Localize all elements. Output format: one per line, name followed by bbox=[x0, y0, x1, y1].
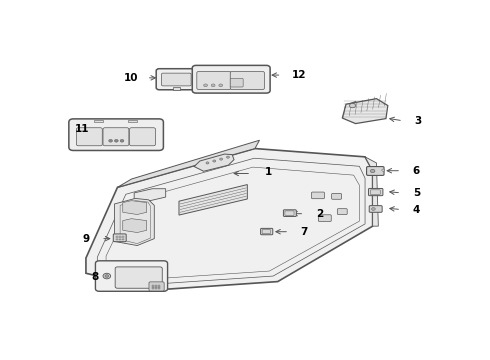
Bar bbox=[119, 237, 121, 238]
Circle shape bbox=[115, 139, 118, 142]
FancyBboxPatch shape bbox=[129, 128, 155, 146]
FancyBboxPatch shape bbox=[369, 206, 382, 212]
Circle shape bbox=[349, 103, 356, 108]
FancyBboxPatch shape bbox=[332, 193, 342, 199]
Text: 11: 11 bbox=[75, 124, 89, 134]
Bar bbox=[122, 239, 124, 240]
FancyBboxPatch shape bbox=[192, 66, 270, 93]
FancyBboxPatch shape bbox=[156, 69, 196, 90]
Text: 1: 1 bbox=[265, 167, 272, 177]
Bar bbox=[155, 285, 157, 287]
Circle shape bbox=[120, 139, 124, 142]
FancyBboxPatch shape bbox=[230, 72, 265, 90]
Text: 10: 10 bbox=[124, 73, 139, 83]
Polygon shape bbox=[118, 140, 260, 187]
Text: 2: 2 bbox=[316, 209, 323, 219]
Circle shape bbox=[370, 169, 375, 173]
Polygon shape bbox=[342, 99, 388, 123]
Bar bbox=[116, 239, 118, 240]
Circle shape bbox=[211, 84, 215, 87]
Text: 4: 4 bbox=[413, 204, 420, 215]
Circle shape bbox=[219, 84, 222, 87]
FancyBboxPatch shape bbox=[230, 78, 243, 87]
Text: 5: 5 bbox=[413, 188, 420, 198]
Circle shape bbox=[213, 160, 216, 162]
Polygon shape bbox=[365, 157, 378, 226]
FancyBboxPatch shape bbox=[261, 228, 273, 235]
FancyBboxPatch shape bbox=[162, 73, 191, 86]
Circle shape bbox=[382, 169, 385, 171]
Bar bbox=[155, 287, 157, 289]
FancyBboxPatch shape bbox=[197, 72, 231, 90]
Bar bbox=[172, 87, 180, 90]
FancyBboxPatch shape bbox=[368, 188, 383, 195]
Circle shape bbox=[220, 158, 222, 160]
FancyBboxPatch shape bbox=[113, 234, 126, 242]
FancyBboxPatch shape bbox=[76, 128, 102, 146]
Polygon shape bbox=[86, 149, 372, 290]
Circle shape bbox=[226, 156, 229, 158]
Text: 8: 8 bbox=[92, 273, 99, 283]
FancyBboxPatch shape bbox=[283, 210, 296, 216]
Polygon shape bbox=[194, 154, 234, 171]
Bar bbox=[116, 237, 118, 238]
Text: 9: 9 bbox=[82, 234, 90, 244]
Polygon shape bbox=[123, 219, 147, 233]
Bar bbox=[151, 287, 154, 289]
FancyBboxPatch shape bbox=[69, 119, 163, 150]
Text: 6: 6 bbox=[413, 166, 420, 176]
Circle shape bbox=[204, 84, 207, 87]
Text: 12: 12 bbox=[292, 70, 306, 80]
FancyBboxPatch shape bbox=[149, 282, 164, 291]
FancyBboxPatch shape bbox=[367, 167, 384, 175]
Text: 7: 7 bbox=[300, 227, 308, 237]
FancyBboxPatch shape bbox=[103, 128, 129, 146]
Polygon shape bbox=[134, 189, 166, 201]
FancyBboxPatch shape bbox=[337, 209, 347, 215]
Bar bbox=[158, 285, 160, 287]
FancyBboxPatch shape bbox=[312, 192, 324, 199]
Circle shape bbox=[206, 162, 209, 164]
Polygon shape bbox=[123, 201, 147, 215]
Bar bbox=[158, 287, 160, 289]
Bar bbox=[94, 120, 103, 122]
Polygon shape bbox=[115, 198, 154, 246]
Text: 3: 3 bbox=[415, 116, 422, 126]
Bar bbox=[122, 237, 124, 238]
Bar bbox=[128, 120, 137, 122]
Bar bbox=[151, 285, 154, 287]
FancyBboxPatch shape bbox=[318, 215, 331, 221]
Circle shape bbox=[105, 275, 109, 278]
Circle shape bbox=[371, 208, 375, 210]
FancyBboxPatch shape bbox=[115, 267, 162, 288]
Polygon shape bbox=[179, 185, 247, 215]
FancyBboxPatch shape bbox=[96, 261, 168, 291]
Circle shape bbox=[109, 139, 113, 142]
Circle shape bbox=[103, 273, 111, 279]
Bar bbox=[119, 239, 121, 240]
